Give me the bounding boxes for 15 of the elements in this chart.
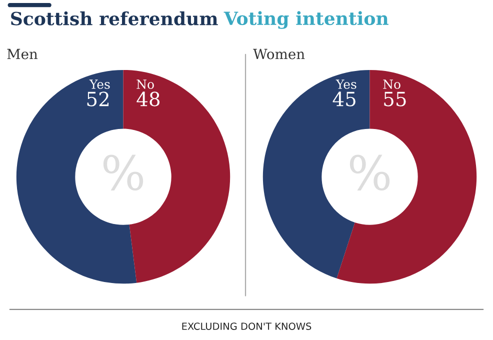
data-label: 48 bbox=[136, 92, 160, 106]
data-label: 52 bbox=[87, 92, 109, 106]
data-label: 45 bbox=[332, 92, 356, 106]
data-label: 55 bbox=[384, 92, 406, 106]
text: Scottish referendum bbox=[11, 11, 218, 26]
slice-label: Yes bbox=[89, 80, 110, 89]
chart-title: Women bbox=[253, 48, 305, 60]
slice-label: Yes bbox=[336, 80, 356, 89]
text: Voting intention bbox=[224, 11, 388, 29]
text: EXCLUDING DON'T KNOWS bbox=[182, 322, 312, 330]
chart-title: Men bbox=[7, 48, 38, 60]
text: % bbox=[350, 154, 390, 190]
slice-label: No bbox=[383, 80, 400, 89]
text: % bbox=[103, 154, 144, 190]
slice-label: No bbox=[136, 80, 154, 89]
